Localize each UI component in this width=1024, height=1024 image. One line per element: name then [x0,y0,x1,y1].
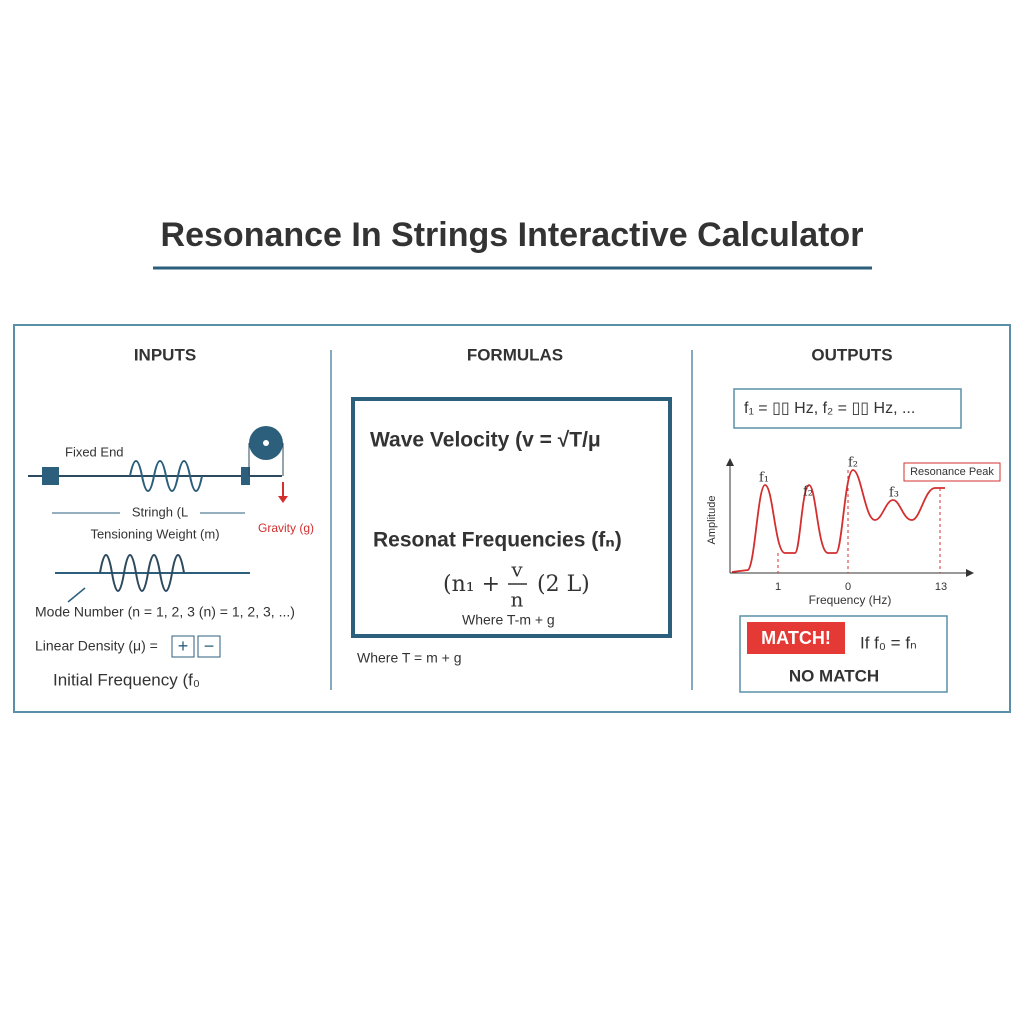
pointer-arrow [67,587,86,603]
resonance-tag [903,462,1001,482]
peak-label: f₂ [803,485,813,500]
response-curve [731,469,945,573]
label: Fixed End [65,444,124,459]
peak-label: f₃ [889,486,899,501]
label: Stringh (L [132,504,188,519]
formula-box [351,397,672,638]
y-axis-label: Amplitude [706,496,718,545]
label: Initial Frequency (f₀ [53,670,200,689]
main-panel [13,324,1011,713]
minus-label[interactable]: − [204,636,215,656]
label-bg [120,505,200,521]
wave [129,460,203,492]
formula: n [511,588,524,612]
fixed-end-block [42,467,59,485]
label: Mode Number (n = 1, 2, 3 (n) = 1, 2, 3, … [35,604,295,620]
frequency-list: f₁ = ▯▯ Hz, f₂ = ▯▯ Hz, ... [744,400,915,417]
formula: Resonat Frequencies (fₙ) [373,529,622,552]
section-heading: FORMULAS [467,345,563,364]
match-badge [747,622,845,654]
section-heading: INPUTS [134,345,196,364]
axis-arrow [966,569,974,577]
note: Where T = m + g [357,650,462,666]
formula: v [510,558,523,582]
label: Tensioning Weight (m) [90,526,219,541]
section-heading: OUTPUTS [811,345,892,364]
x-tick-label: 0 [845,581,851,593]
gravity-arrow-head [278,496,288,503]
pulley-axle [263,440,269,446]
x-tick-label: 1 [775,581,781,593]
plus-button[interactable] [171,635,195,658]
label: Linear Density (μ) = [35,638,158,654]
resonance-label: Resonance Peak [910,466,994,478]
minus-button[interactable] [197,635,221,658]
condition: If f₀ = fₙ [860,633,917,652]
label: Gravity (g) [258,521,314,535]
mode-wave [99,554,185,592]
peak-label: f₂ [848,456,858,471]
no-match-label: NO MATCH [789,666,879,685]
title: Resonance In Strings Interactive Calcula… [161,216,864,254]
x-axis-label: Frequency (Hz) [809,593,892,607]
formula: (2 L) [537,572,590,597]
formula: (n₁ + [443,572,500,597]
bridge-block [241,467,250,485]
formula: Wave Velocity (v = √T/μ [370,429,601,452]
axis-arrow [726,458,734,466]
peak-label: f₁ [759,471,769,486]
frequency-box [733,388,962,429]
match-label: MATCH! [761,628,831,648]
plus-label[interactable]: + [178,636,189,656]
note: Where T-m + g [462,612,555,628]
x-tick-label: 13 [935,581,947,593]
